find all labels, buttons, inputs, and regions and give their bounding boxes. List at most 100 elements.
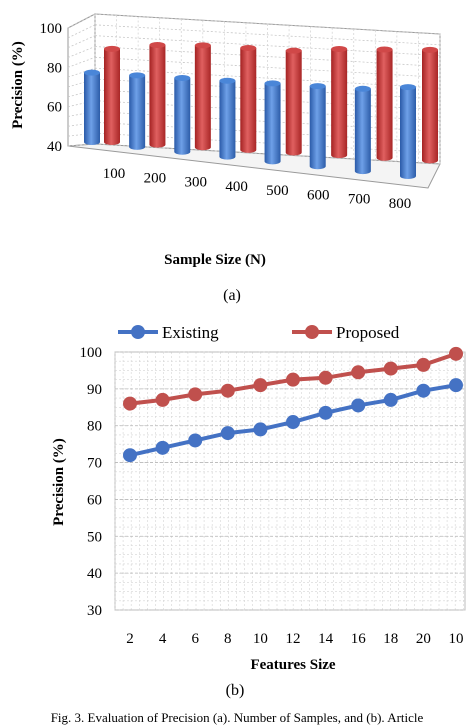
- chart-a-bar-blue: [219, 77, 236, 160]
- chart-b-point-proposed: [220, 383, 235, 398]
- chart-b-x-tick-label: 16: [351, 631, 367, 647]
- chart-b-y-tick-label: 50: [87, 529, 102, 545]
- chart-a-bars: [84, 41, 438, 179]
- chart-a-bar-blue: [129, 72, 146, 150]
- chart-b-y-tick-label: 60: [87, 492, 102, 508]
- chart-b-x-tick-label: 10: [449, 631, 464, 647]
- chart-b-point-existing: [449, 378, 463, 393]
- chart-b-point-proposed: [188, 387, 203, 402]
- chart-b-series-markers: [123, 346, 463, 463]
- chart-b-y-tick-label: 80: [87, 419, 102, 435]
- chart-a-bar-red: [240, 45, 257, 153]
- chart-a-y-tick-labels: 40 60 80 100: [40, 21, 63, 155]
- chart-b-point-proposed: [351, 365, 366, 380]
- chart-a-bar-blue: [84, 69, 100, 145]
- chart-b-y-tick-label: 90: [87, 382, 102, 398]
- chart-b-point-proposed: [155, 392, 170, 407]
- chart-b-gridlines: [114, 351, 465, 611]
- chart-b-y-axis-title: Precision (%): [51, 438, 67, 526]
- chart-a-gridline: [67, 100, 96, 108]
- chart-a-gridline: [67, 143, 96, 147]
- chart-b-line: 30 40 50 60 70 80 90 100 2 4 6 8 10 12 14 16 18 20 10 Exi…: [51, 323, 466, 699]
- chart-b-point-proposed: [123, 396, 137, 411]
- chart-a-x-axis-title: Sample Size (N): [164, 252, 266, 268]
- chart-b-x-tick-label: 14: [318, 631, 334, 647]
- chart-b-y-tick-labels: 30 40 50 60 70 80 90 100: [80, 345, 103, 619]
- chart-a-gridline: [67, 46, 96, 58]
- chart-b-point-proposed: [318, 370, 333, 385]
- chart-b-y-tick-label: 40: [87, 566, 102, 582]
- chart-a-gridline: [67, 67, 96, 78]
- chart-b-legend-label: Proposed: [336, 323, 400, 342]
- chart-b-point-existing: [383, 392, 398, 407]
- chart-b-x-tick-label: 10: [253, 631, 268, 647]
- chart-a-x-tick-labels: 100 200 300 400 500 600 700 800: [103, 166, 412, 212]
- chart-a-x-tick-label: 800: [389, 196, 412, 212]
- chart-a-bar-red: [149, 41, 166, 148]
- chart-b-legend: Existing Proposed: [118, 323, 400, 342]
- chart-b-x-tick-label: 8: [224, 631, 232, 647]
- chart-b-y-tick-label: 100: [80, 345, 103, 361]
- chart-a-bar-red: [331, 45, 348, 159]
- chart-b-point-existing: [253, 422, 268, 437]
- chart-a-gridline: [67, 56, 96, 68]
- chart-a-bar-red: [194, 42, 211, 151]
- chart-b-x-tick-label: 4: [159, 631, 167, 647]
- chart-a-bar-red: [422, 46, 438, 164]
- chart-b-point-existing: [188, 433, 203, 448]
- chart-a-gridline: [67, 121, 96, 127]
- chart-b-x-tick-label: 2: [126, 631, 134, 647]
- chart-b-legend-marker: [305, 325, 319, 339]
- chart-b-x-tick-label: 18: [383, 631, 398, 647]
- chart-a-3d-cylinder-bar: 40 60 80 100 100 200 300 400 500 600 700 800 Preci…: [10, 13, 441, 304]
- chart-a-bar-blue: [264, 80, 281, 165]
- chart-b-legend-label: Existing: [162, 323, 219, 342]
- chart-b-point-existing: [220, 426, 235, 441]
- chart-b-point-existing: [155, 440, 170, 455]
- chart-a-bar-blue: [174, 75, 191, 155]
- chart-a-x-tick-label: 200: [144, 170, 167, 186]
- chart-b-x-tick-label: 12: [286, 631, 301, 647]
- figure-caption: Fig. 3. Evaluation of Precision (a). Num…: [51, 710, 424, 725]
- chart-a-bar-blue: [400, 84, 416, 179]
- chart-b-point-existing: [416, 383, 431, 398]
- chart-a-bar-blue: [354, 85, 371, 175]
- chart-b-point-proposed: [416, 357, 431, 372]
- chart-b-point-proposed: [383, 361, 398, 376]
- chart-b-point-existing: [318, 405, 333, 420]
- chart-a-bar-red: [104, 45, 120, 145]
- chart-b-x-tick-labels: 2 4 6 8 10 12 14 16 18 20 10: [126, 631, 463, 647]
- chart-a-panel-label: (a): [223, 287, 241, 304]
- chart-a-x-tick-label: 600: [307, 187, 330, 203]
- chart-a-y-tick-label: 40: [47, 139, 62, 155]
- chart-a-bar-red: [376, 46, 393, 161]
- chart-b-y-tick-label: 30: [87, 603, 102, 619]
- chart-a-x-tick-label: 100: [103, 166, 126, 182]
- chart-a-gridline: [67, 111, 96, 117]
- chart-a-gridline: [67, 132, 96, 137]
- chart-a-x-tick-label: 400: [225, 179, 248, 195]
- chart-a-gridline: [67, 89, 96, 98]
- chart-a-gridline: [67, 24, 96, 39]
- chart-a-bar-blue: [309, 83, 326, 170]
- chart-a-x-tick-label: 500: [266, 183, 289, 199]
- chart-b-x-axis-title: Features Size: [250, 657, 335, 673]
- chart-a-y-tick-label: 100: [40, 21, 63, 37]
- chart-b-point-existing: [286, 415, 300, 430]
- chart-b-x-tick-label: 6: [191, 631, 199, 647]
- chart-a-gridline: [67, 35, 96, 49]
- chart-a-gridline: [67, 13, 96, 29]
- chart-b-y-tick-label: 70: [87, 456, 102, 472]
- chart-a-y-tick-label: 60: [47, 100, 62, 116]
- chart-b-point-proposed: [449, 346, 463, 361]
- chart-a-y-axis-title: Precision (%): [10, 41, 26, 129]
- chart-a-y-tick-label: 80: [47, 60, 62, 76]
- chart-b-point-existing: [351, 398, 366, 413]
- chart-b-point-existing: [123, 448, 137, 463]
- chart-a-x-tick-label: 300: [184, 175, 207, 191]
- chart-b-point-proposed: [286, 372, 300, 387]
- chart-a-bar-red: [285, 47, 302, 156]
- chart-a-gridline: [94, 24, 441, 46]
- chart-b-legend-marker: [131, 325, 145, 339]
